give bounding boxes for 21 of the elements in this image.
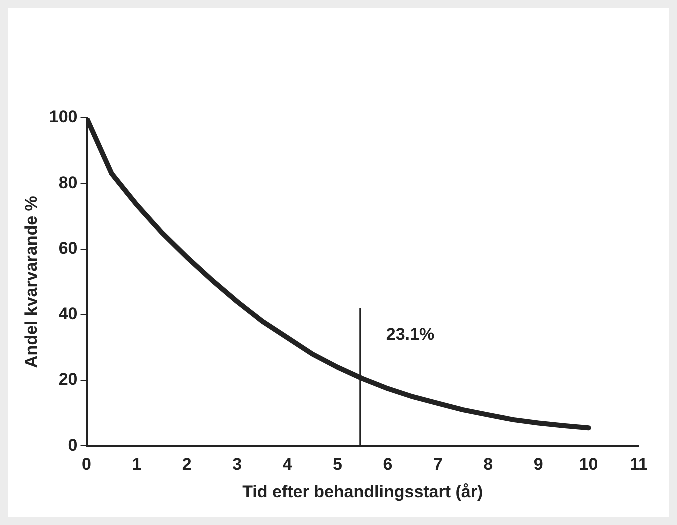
x-tick-label: 11 bbox=[630, 455, 648, 474]
y-tick-label: 0 bbox=[68, 436, 78, 455]
x-tick-label: 9 bbox=[534, 455, 544, 474]
x-tick-label: 7 bbox=[433, 455, 443, 474]
y-axis-title: Andel kvarvarande % bbox=[22, 196, 41, 368]
x-tick-label: 2 bbox=[182, 455, 192, 474]
y-tick-label: 100 bbox=[49, 108, 78, 127]
x-tick-label: 4 bbox=[282, 455, 293, 474]
y-tick-label: 20 bbox=[58, 370, 78, 390]
x-tick-label: 6 bbox=[383, 455, 393, 474]
x-tick-label: 1 bbox=[132, 455, 142, 474]
y-tick-label: 60 bbox=[58, 238, 78, 258]
x-tick-label: 5 bbox=[333, 455, 343, 474]
y-tick-label: 80 bbox=[58, 173, 78, 192]
x-tick-label: 8 bbox=[484, 455, 494, 474]
annotation: 23.1% bbox=[386, 325, 435, 344]
x-tick-label: 0 bbox=[82, 455, 92, 474]
x-tick-label: 3 bbox=[232, 455, 242, 474]
y-tick-label: 40 bbox=[58, 304, 78, 324]
x-tick-label: 10 bbox=[579, 455, 598, 474]
x-axis-title: Tid efter behandlingsstart (år) bbox=[242, 482, 484, 502]
